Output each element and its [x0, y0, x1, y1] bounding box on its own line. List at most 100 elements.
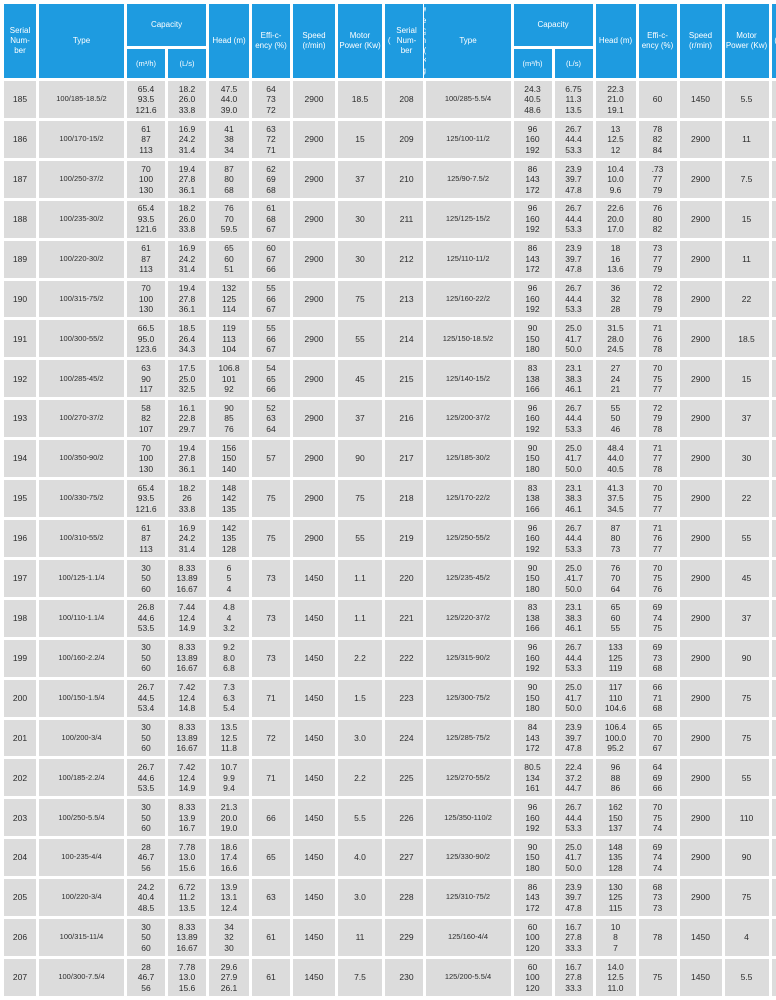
- cell-type: 125/285-75/2: [425, 719, 511, 757]
- cell-speed: 1450: [293, 958, 335, 996]
- cell-serial-number: 228: [390, 879, 423, 917]
- table-row: 210 125/90-7.5/2 86 143 172 23.9 39.7 47.8 10.4 1…: [390, 160, 776, 198]
- cell-serial-number: 192: [4, 360, 36, 398]
- cell-capacity-m3h: 63 90 117: [127, 360, 165, 398]
- cell-capacity-m3h: 30 50 60: [127, 799, 165, 837]
- cell-speed: 2900: [679, 759, 722, 797]
- cell-capacity-m3h: 28 46.7 56: [127, 839, 165, 877]
- cell-speed: 2900: [679, 480, 722, 517]
- cell-efficiency: 62 69 68: [252, 160, 290, 198]
- cell-capacity-ls: 8.33 13.89 16.67: [168, 719, 206, 757]
- table-row: 219 125/250-55/2 96 160 192 26.7 44.4 53.3 87 80 7…: [390, 519, 776, 557]
- cell-type: 100/185-18.5/2: [39, 81, 124, 118]
- cell-efficiency: 68 73 73: [638, 879, 677, 917]
- table-row: 206 100/315-11/4 30 50 60 8.33 13.89 16.67 34 32 3…: [4, 919, 421, 956]
- cell-head: 106.4 100.0 95.2: [595, 719, 636, 757]
- cell-capacity-m3h: 65.4 93.5 121.6: [127, 81, 165, 118]
- table-row: 224 125/285-75/2 84 143 172 23.9 39.7 47.8 106.4…: [390, 719, 776, 757]
- cell-capacity-ls: 25.0.41.7 50.0: [554, 559, 593, 597]
- cell-efficiency: 70 75 74: [638, 799, 677, 837]
- cell-head: 18.6 17.4 16.6: [209, 839, 249, 877]
- cell-capacity-ls: 25.0 41.7 50.0: [554, 320, 593, 358]
- cell-type: 100-235-4/4: [39, 839, 124, 877]
- cell-motor-power: 30: [338, 200, 382, 238]
- cell-efficiency: 73: [252, 639, 290, 677]
- cell-capacity-m3h: 96 160 192: [513, 280, 552, 318]
- table-row: 195 100/330-75/2 65.4 93.5 121.6 18.2 26 33.8 14…: [4, 480, 421, 517]
- cell-motor-power: 45: [724, 559, 769, 597]
- cell-capacity-m3h: 58 82 107: [127, 400, 165, 438]
- cell-efficiency: 69 73 68: [638, 639, 677, 677]
- cell-efficiency: 71: [252, 679, 290, 717]
- cell-capacity-m3h: 26.7 44.5 53.4: [127, 679, 165, 717]
- table-body-right: 208 100/285-5.5/4 24.3 40.5 48.6 6.75 11.3 13.5…: [390, 81, 776, 996]
- cell-motor-power: 4.0: [338, 839, 382, 877]
- cell-capacity-m3h: 90 150 180: [513, 559, 552, 597]
- cell-head: 133 125 119: [595, 639, 636, 677]
- cell-head: 22.6 20.0 17.0: [595, 200, 636, 238]
- cell-speed: 2900: [679, 599, 722, 637]
- cell-head: 14.0 12.5 11.0: [595, 958, 636, 996]
- cell-speed: 2900: [293, 200, 335, 238]
- cell-motor-power: 22: [724, 280, 769, 318]
- cell-motor-power: 30: [724, 440, 769, 478]
- table-row: 201 100/200-3/4 30 50 60 8.33 13.89 16.67 13.5 12…: [4, 719, 421, 757]
- cell-capacity-m3h: 96 160 192: [513, 799, 552, 837]
- cell-type: 100/160-2.2/4: [39, 639, 124, 677]
- cell-head: 130 125 115: [595, 879, 636, 917]
- cell-speed: 2900: [679, 280, 722, 318]
- cell-type: 100/300-7.5/4: [39, 958, 124, 996]
- cell-motor-power: 2.2: [338, 759, 382, 797]
- cell-type: 125/315-90/2: [425, 639, 511, 677]
- cell-capacity-m3h: 24.2 40.4 48.5: [127, 879, 165, 917]
- cell-motor-power: 110: [724, 799, 769, 837]
- table-row: 205 100/220-3/4 24.2 40.4 48.5 6.72 11.2 13.5 13…: [4, 879, 421, 917]
- cell-head: 4.8 4 3.2: [209, 599, 249, 637]
- cell-serial-number: 189: [4, 240, 36, 278]
- header-capacity-ls: (L/s): [168, 49, 206, 78]
- cell-efficiency: 75: [638, 958, 677, 996]
- cell-speed: 2900: [679, 400, 722, 438]
- cell-capacity-ls: 8.33 13.89 16.67: [168, 919, 206, 956]
- cell-serial-number: 219: [390, 519, 423, 557]
- cell-efficiency: 60 67 66: [252, 240, 290, 278]
- cell-speed: 1450: [293, 719, 335, 757]
- header-motor-power: Motor Power (Kw): [724, 4, 769, 78]
- cell-motor-power: 55: [338, 320, 382, 358]
- cell-head: 22.3 21.0 19.1: [595, 81, 636, 118]
- cell-type: 125/350-110/2: [425, 799, 511, 837]
- cell-speed: 2900: [679, 559, 722, 597]
- cell-npsh: 4.5: [771, 519, 776, 557]
- table-row: 187 100/250-37/2 70 100 130 19.4 27.8 36.1 87 80 6…: [4, 160, 421, 198]
- cell-capacity-m3h: 90 150 180: [513, 320, 552, 358]
- header-efficiency: Effi-c-ency (%): [638, 4, 677, 78]
- cell-capacity-ls: 23.1 38.3 46.1: [554, 599, 593, 637]
- cell-efficiency: 73: [252, 599, 290, 637]
- cell-capacity-m3h: 30 50 60: [127, 559, 165, 597]
- cell-motor-power: 37: [338, 160, 382, 198]
- cell-capacity-ls: 8.33 13.9 16.7: [168, 799, 206, 837]
- cell-speed: 2900: [293, 480, 335, 517]
- cell-npsh: 4.5: [771, 799, 776, 837]
- header-capacity: Capacity: [513, 4, 593, 46]
- cell-capacity-ls: 7.78 13.0 15.6: [168, 958, 206, 996]
- table-header-left: Serial Num-ber Type Capacity (m³/h) (L/s…: [4, 4, 429, 78]
- cell-capacity-m3h: 24.3 40.5 48.6: [513, 81, 552, 118]
- cell-speed: 1450: [293, 639, 335, 677]
- cell-efficiency: 75: [252, 480, 290, 517]
- cell-head: 96 88 86: [595, 759, 636, 797]
- cell-npsh: 4.0: [771, 320, 776, 358]
- cell-capacity-ls: 25.0 41.7 50.0: [554, 839, 593, 877]
- table-row: 213 125/160-22/2 96 160 192 26.7 44.4 53.3 36 32 2…: [390, 280, 776, 318]
- cell-capacity-ls: 8.33 13.89 16.67: [168, 639, 206, 677]
- cell-motor-power: 15: [338, 120, 382, 158]
- cell-capacity-ls: 26.7 44.4 53.3: [554, 799, 593, 837]
- cell-head: 13.9 13.1 12.4: [209, 879, 249, 917]
- cell-capacity-m3h: 61 87 113: [127, 120, 165, 158]
- cell-npsh: 3: [771, 919, 776, 956]
- cell-motor-power: 90: [338, 440, 382, 478]
- cell-head: 13.5 12.5 11.8: [209, 719, 249, 757]
- cell-type: 125/110-11/2: [425, 240, 511, 278]
- cell-capacity-ls: 19.4 27.8 36.1: [168, 160, 206, 198]
- cell-motor-power: 3.0: [338, 719, 382, 757]
